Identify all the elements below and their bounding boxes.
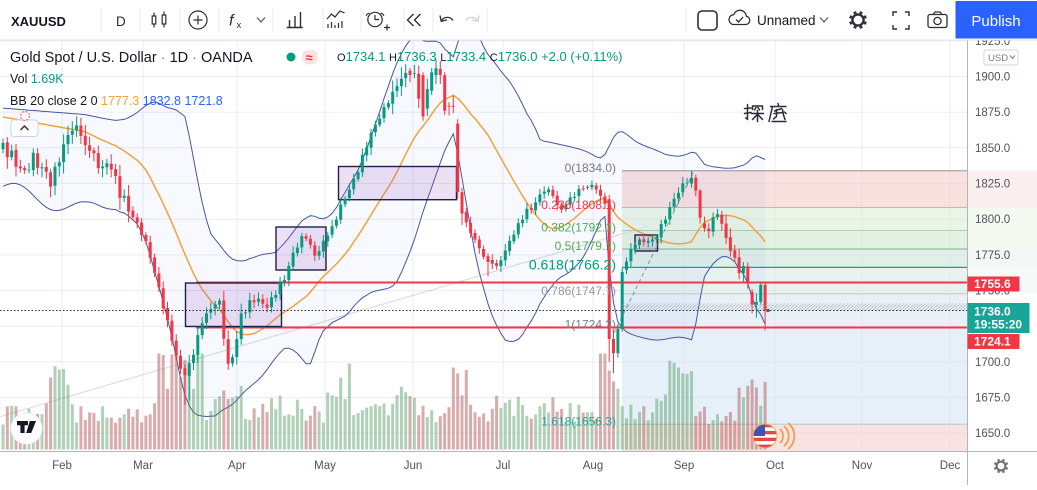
svg-text:Nov: Nov bbox=[852, 460, 873, 472]
svg-text:Gold Spot / U.S. Dollar · 1D ·: Gold Spot / U.S. Dollar · 1D · OANDA bbox=[10, 50, 253, 66]
svg-text:1724.1: 1724.1 bbox=[974, 335, 1011, 349]
svg-text:1825.0: 1825.0 bbox=[975, 179, 1010, 191]
svg-text:1900.0: 1900.0 bbox=[975, 72, 1010, 84]
svg-text:Apr: Apr bbox=[228, 460, 246, 472]
svg-text:0.786(1747.7): 0.786(1747.7) bbox=[541, 284, 616, 298]
svg-text:Aug: Aug bbox=[583, 460, 603, 472]
svg-text:Jun: Jun bbox=[404, 460, 423, 472]
svg-text:x: x bbox=[237, 20, 242, 31]
svg-text:D: D bbox=[116, 14, 126, 29]
svg-text:1755.6: 1755.6 bbox=[974, 277, 1011, 291]
svg-text:Unnamed: Unnamed bbox=[757, 13, 816, 28]
svg-text:Dec: Dec bbox=[940, 460, 961, 472]
svg-text:0.618(1766.2): 0.618(1766.2) bbox=[529, 256, 616, 272]
svg-text:0.5(1779.1): 0.5(1779.1) bbox=[555, 239, 616, 253]
svg-text:1775.0: 1775.0 bbox=[975, 250, 1010, 262]
svg-text:Mar: Mar bbox=[133, 460, 153, 472]
svg-text:1700.0: 1700.0 bbox=[975, 357, 1010, 369]
svg-text:O1734.1 H1736.3 L1733.4 C1736.: O1734.1 H1736.3 L1733.4 C1736.0 +2.0 (+0… bbox=[337, 49, 623, 64]
svg-text:Sep: Sep bbox=[674, 460, 694, 472]
svg-text:Publish: Publish bbox=[971, 13, 1020, 30]
svg-text:1675.0: 1675.0 bbox=[975, 393, 1010, 405]
svg-text:19:55:20: 19:55:20 bbox=[974, 318, 1022, 332]
svg-text:1850.0: 1850.0 bbox=[975, 143, 1010, 155]
svg-text:1875.0: 1875.0 bbox=[975, 107, 1010, 119]
svg-text:Feb: Feb bbox=[52, 460, 72, 472]
svg-text:Jul: Jul bbox=[496, 460, 511, 472]
svg-text:0.382(1792.1): 0.382(1792.1) bbox=[541, 221, 616, 235]
svg-text:1.618(1656.3): 1.618(1656.3) bbox=[541, 414, 616, 428]
svg-text:1736.0: 1736.0 bbox=[974, 305, 1011, 319]
svg-text:1650.0: 1650.0 bbox=[975, 428, 1010, 440]
svg-text:≈: ≈ bbox=[306, 50, 313, 65]
svg-text:1(1724.2): 1(1724.2) bbox=[565, 318, 616, 332]
svg-text:BB 20 close 2 0 1777.3 1832.8: BB 20 close 2 0 1777.3 1832.8 1721.8 bbox=[10, 94, 223, 108]
svg-text:0(1834.0): 0(1834.0) bbox=[565, 161, 616, 175]
svg-text:XAUUSD: XAUUSD bbox=[11, 14, 66, 29]
svg-text:Vol 1.69K: Vol 1.69K bbox=[10, 72, 64, 86]
svg-text:Oct: Oct bbox=[766, 460, 785, 472]
svg-text:0.236(1808.1): 0.236(1808.1) bbox=[541, 198, 616, 212]
svg-text:May: May bbox=[314, 460, 336, 472]
svg-text:USD: USD bbox=[988, 53, 1008, 64]
svg-text:1800.0: 1800.0 bbox=[975, 214, 1010, 226]
